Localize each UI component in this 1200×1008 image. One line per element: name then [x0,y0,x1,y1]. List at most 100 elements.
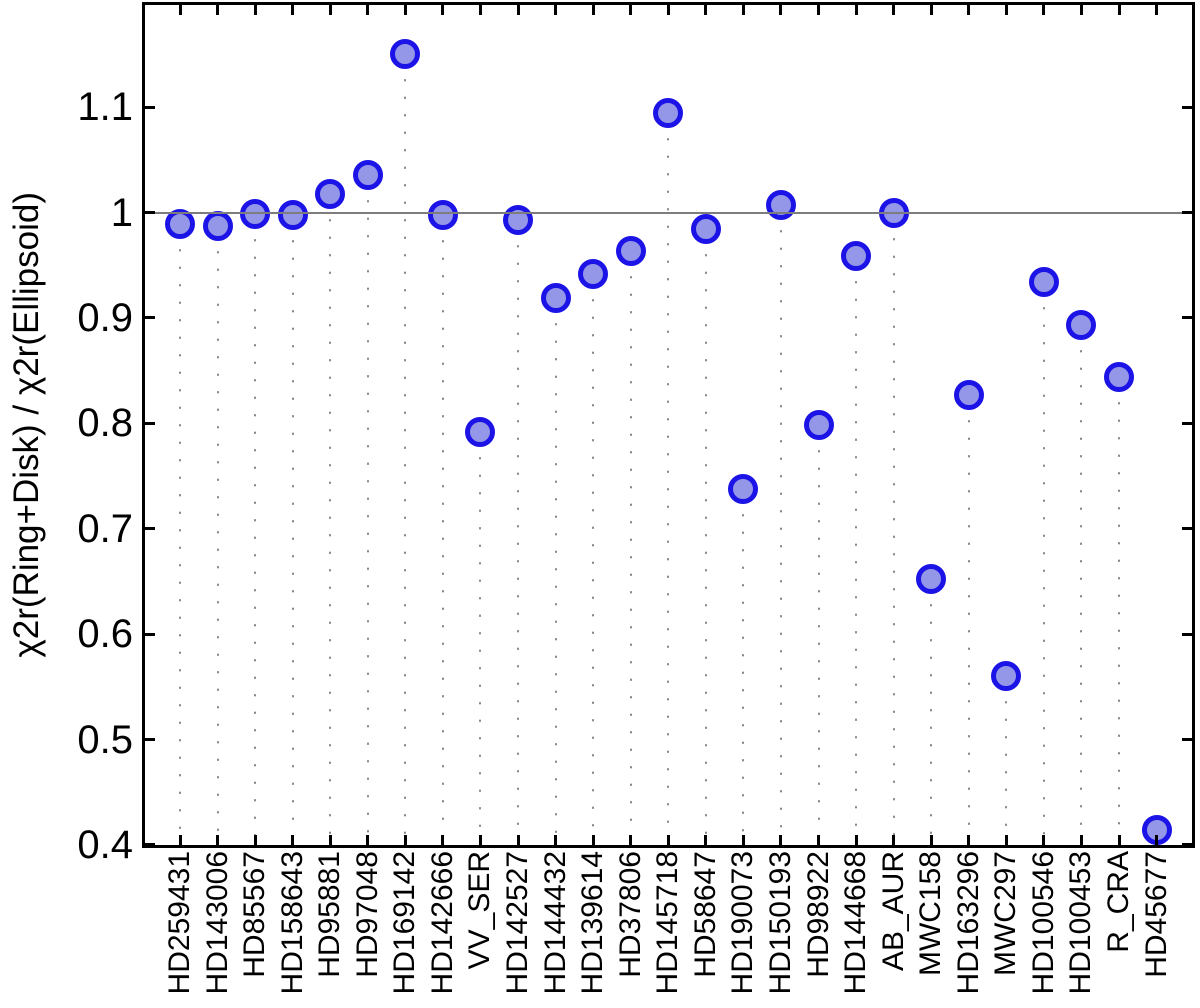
x-tick-label: HD144432 [536,851,576,1008]
data-point [503,204,534,235]
x-tick-top [178,5,182,15]
x-tick-label: HD143006 [198,851,238,1008]
data-point [578,258,609,289]
stem-line [779,205,782,845]
x-tick-label: HD97048 [348,851,388,1008]
stem-line [1042,282,1045,845]
x-tick-label: MWC158 [911,851,951,1008]
x-tick-label-text: HD142527 [501,851,535,995]
x-tick-top [704,5,708,15]
x-tick-label-text: HD37806 [613,851,647,978]
x-tick-top [629,5,633,15]
x-tick-bottom [967,835,971,845]
data-point [390,39,421,70]
data-point [690,214,721,245]
x-tick-top [967,5,971,15]
y-tick-right [1182,421,1192,425]
x-tick-bottom [1117,835,1121,845]
x-tick-label-text: MWC158 [914,851,948,977]
stem-line [517,219,520,845]
x-tick-bottom [178,835,182,845]
x-tick-label: HD95881 [310,851,350,1008]
y-tick-left [145,421,155,425]
x-tick-top [854,5,858,15]
data-point [315,178,346,209]
x-tick-bottom [441,835,445,845]
x-tick-label: HD142527 [498,851,538,1008]
y-tick-label: 0.7 [77,506,133,551]
x-tick-label-text: HD58647 [688,851,722,978]
x-tick-top [817,5,821,15]
x-tick-label-text: HD98922 [801,851,835,978]
x-tick-bottom [1155,835,1159,845]
y-tick-left [145,843,155,847]
data-point [803,410,834,441]
data-point [765,190,796,221]
data-point [1028,267,1059,298]
x-tick-label: HD45677 [1137,851,1177,1008]
x-tick-label: HD58647 [686,851,726,1008]
data-point [540,282,571,313]
x-tick-top [1117,5,1121,15]
x-tick-label-text: HD150193 [763,851,797,995]
x-tick-label: HD142666 [423,851,463,1008]
x-tick-label-text: HD142666 [425,851,459,995]
x-tick-label: HD158643 [273,851,313,1008]
stem-line [855,255,858,845]
x-tick-label-text: HD139614 [576,851,610,995]
x-tick-label: HD163296 [949,851,989,1008]
x-tick-label: HD100453 [1061,851,1101,1008]
x-tick-top [1004,5,1008,15]
y-tick-label: 1 [110,190,133,235]
stem-line [930,579,933,845]
x-tick-label: HD37806 [611,851,651,1008]
x-tick-bottom [403,835,407,845]
x-tick-bottom [554,835,558,845]
y-tick-right [1182,105,1192,109]
x-tick-bottom [629,835,633,845]
x-tick-bottom [366,835,370,845]
x-tick-bottom [704,835,708,845]
x-tick-label: HD144668 [836,851,876,1008]
x-tick-top [779,5,783,15]
x-tick-top [666,5,670,15]
x-tick-label-text: R_CRA [1102,851,1135,953]
stem-line [404,54,407,845]
stem-line [629,251,632,845]
x-tick-bottom [516,835,520,845]
x-tick-bottom [478,835,482,845]
data-point [1104,361,1134,392]
y-tick-right [1182,843,1192,847]
x-tick-bottom [929,835,933,845]
x-tick-bottom [1004,835,1008,845]
x-tick-bottom [779,835,783,845]
y-tick-label: 0.6 [77,612,133,657]
x-tick-bottom [817,835,821,845]
x-tick-bottom [291,835,295,845]
stem-line [1080,325,1083,845]
stem-line [704,229,707,845]
y-tick-label: 0.5 [77,717,133,762]
data-point [916,564,947,595]
x-tick-label-text: HD169142 [388,851,422,995]
x-tick-label-text: HD85567 [238,851,272,978]
x-tick-label: MWC297 [986,851,1026,1008]
x-tick-top [516,5,520,15]
y-tick-left [145,632,155,636]
x-tick-label-text: HD143006 [200,851,234,995]
data-point [277,199,308,230]
y-tick-left [145,316,155,320]
x-tick-top [366,5,370,15]
data-point [165,209,195,240]
x-tick-bottom [892,835,896,845]
stem-line [254,213,257,845]
stem-line [967,394,970,845]
x-tick-bottom [1079,835,1083,845]
x-tick-label-text: HD145718 [651,851,685,995]
x-tick-top [591,5,595,15]
x-tick-top [328,5,332,15]
x-tick-bottom [1042,835,1046,845]
x-tick-label-text: MWC297 [989,851,1023,977]
x-tick-label-text: HD158643 [275,851,309,995]
